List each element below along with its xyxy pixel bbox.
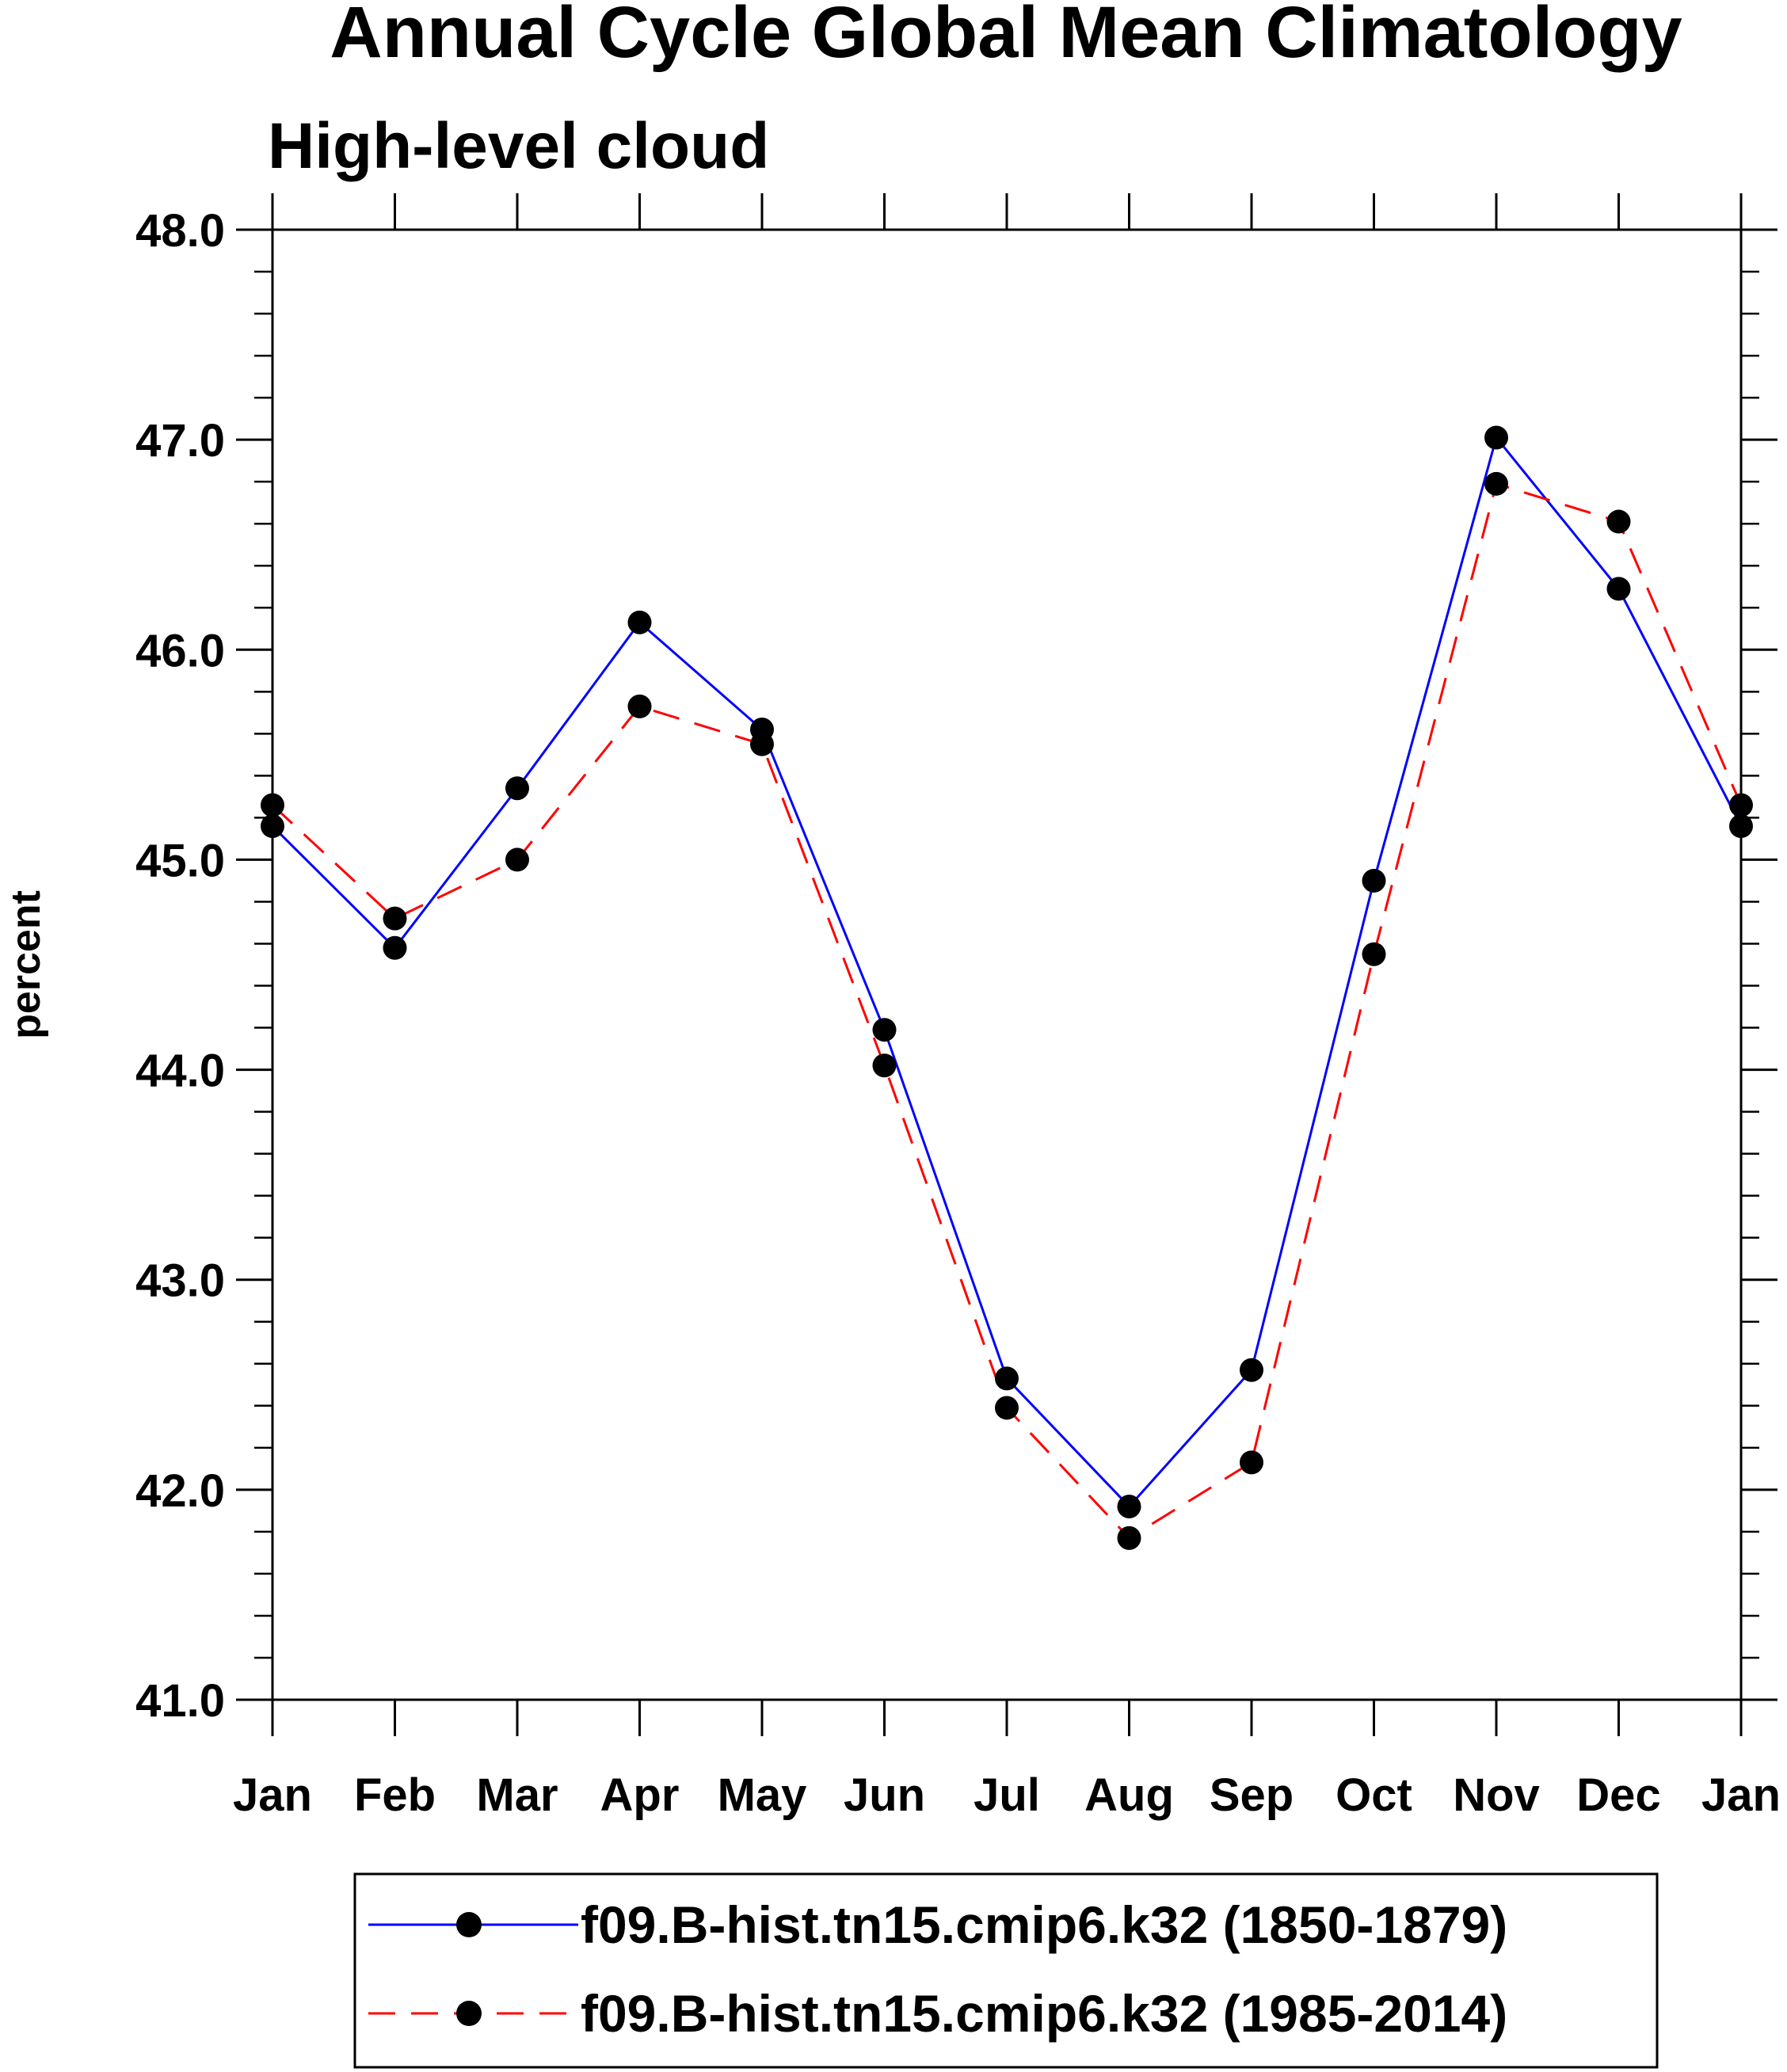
series-2-point xyxy=(995,1396,1019,1420)
series-1-point xyxy=(1484,425,1508,450)
x-tick-label: Jun xyxy=(844,1769,925,1821)
series-1-point xyxy=(383,935,407,960)
legend-label-1: f09.B-hist.tn15.cmip6.k32 (1850-1879) xyxy=(581,1895,1507,1954)
minor-ticks xyxy=(254,270,1759,1659)
y-tick-label: 47.0 xyxy=(135,415,225,467)
series-1-point xyxy=(261,814,284,839)
legend-marker-1 xyxy=(456,1912,482,1937)
series-1-point xyxy=(1729,814,1753,839)
series-1-point xyxy=(627,610,652,634)
y-tick-label: 42.0 xyxy=(135,1465,225,1517)
x-tick-label: Jan xyxy=(1701,1769,1781,1821)
x-tick-label: Nov xyxy=(1453,1769,1540,1821)
x-tick-label: May xyxy=(718,1769,807,1821)
x-tick-label: Apr xyxy=(600,1769,680,1821)
series-2-point xyxy=(1240,1450,1263,1475)
legend-box xyxy=(353,1872,1659,2069)
y-tick-labels: 41.0 42.0 43.0 44.0 45.0 46.0 47.0 48.0 xyxy=(135,205,225,1727)
series-1-point xyxy=(505,776,529,801)
series-2-point xyxy=(1362,942,1386,966)
series-2-point xyxy=(1729,793,1753,817)
series-2-point xyxy=(750,732,774,756)
plot-frame xyxy=(271,228,1743,1701)
series-markers xyxy=(261,425,1753,1550)
series-2-point xyxy=(627,694,652,718)
y-tick-label: 43.0 xyxy=(135,1255,225,1307)
series-2-point xyxy=(1117,1525,1141,1550)
series-2-point xyxy=(383,906,407,931)
series-1-point xyxy=(1240,1358,1263,1382)
series-line-1 xyxy=(271,436,1743,1508)
x-tick-label: Jan xyxy=(233,1769,312,1821)
legend: f09.B-hist.tn15.cmip6.k32 (1850-1879) f0… xyxy=(353,1872,1659,2069)
series-1-point xyxy=(995,1366,1019,1391)
legend-label-2: f09.B-hist.tn15.cmip6.k32 (1985-2014) xyxy=(581,1984,1507,2043)
x-tick-labels: Jan Feb Mar Apr May Jun Jul Aug Sep Oct Nov Dec Jan xyxy=(233,1769,1781,1821)
series-1-point xyxy=(1362,868,1386,893)
x-tick-label: Aug xyxy=(1084,1769,1174,1821)
plot-border xyxy=(271,228,1743,1701)
chart-title: Annual Cycle Global Mean Climatology xyxy=(330,0,1682,73)
series-2-point xyxy=(261,793,284,817)
series-2-point xyxy=(1606,509,1631,534)
y-tick-label: 48.0 xyxy=(135,205,225,257)
major-ticks xyxy=(236,193,1777,1736)
y-tick-label: 45.0 xyxy=(135,835,225,886)
series-2-point xyxy=(872,1053,897,1078)
x-tick-label: Jul xyxy=(974,1769,1040,1821)
y-tick-label: 41.0 xyxy=(135,1675,225,1727)
x-tick-label: Dec xyxy=(1576,1769,1660,1821)
x-tick-label: Sep xyxy=(1210,1769,1294,1821)
x-tick-label: Oct xyxy=(1335,1769,1412,1821)
series-1-point xyxy=(1117,1495,1141,1519)
y-tick-label: 46.0 xyxy=(135,625,225,676)
x-tick-label: Feb xyxy=(354,1769,436,1821)
y-tick-label: 44.0 xyxy=(135,1046,225,1097)
series-2-point xyxy=(1484,471,1508,496)
series-1-point xyxy=(1606,577,1631,601)
series-1-point xyxy=(872,1018,897,1042)
y-axis-label: percent xyxy=(3,890,49,1039)
legend-marker-2 xyxy=(456,2001,482,2026)
x-tick-label: Mar xyxy=(476,1769,558,1821)
series-2-point xyxy=(505,847,529,872)
chart-subtitle: High-level cloud xyxy=(268,110,769,182)
